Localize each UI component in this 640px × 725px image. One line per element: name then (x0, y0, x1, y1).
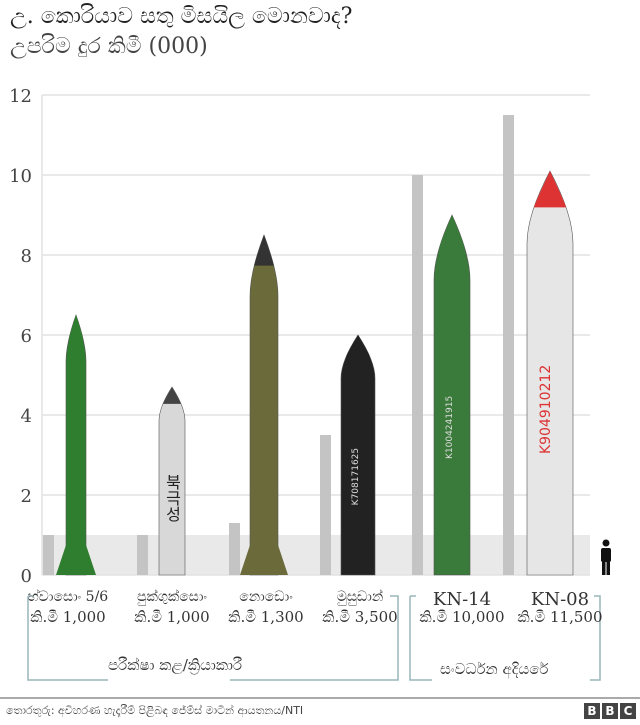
range-bar (137, 535, 148, 575)
range-label: කි.මී 1,300 (228, 608, 304, 626)
missile-illustration (240, 234, 288, 576)
range-bar (412, 175, 423, 575)
chart-title: උ. කොරියාව සතු මිසයිල මොනවාද? (10, 4, 353, 29)
missile-illustration (56, 314, 96, 576)
missile-illustration: 북극성 (158, 386, 186, 576)
range-bar (503, 115, 514, 575)
range-bar (43, 535, 54, 575)
range-label: කි.මී 3,500 (322, 608, 398, 626)
missile-body (340, 334, 376, 576)
person-torso (601, 548, 611, 562)
category-label: පුක්ගුක්සොං (137, 589, 207, 605)
group-bracket-tested (27, 595, 399, 681)
group-label-development: සංවර්ධන අදියරේ (440, 660, 549, 678)
divider (0, 697, 640, 699)
person-leg (606, 561, 610, 575)
missile-marking: 북극성 (163, 474, 182, 522)
missile-body (526, 170, 574, 576)
baseline-band (42, 535, 590, 575)
range-label: කි.මී 11,500 (517, 608, 603, 626)
category-label: මුසුඩාන් (336, 589, 384, 605)
category-label: KN-08 (530, 589, 590, 610)
missile-fins (240, 545, 288, 575)
category-label: KN-14 (432, 589, 492, 610)
category-label: හ්වාසොං 5/6 (27, 589, 109, 605)
missile-illustration: K904910212 (526, 170, 574, 576)
missile-marking: K708171625 (351, 448, 361, 505)
missile-body (158, 386, 186, 576)
missile-nose (346, 335, 370, 357)
missile-nose (162, 387, 182, 404)
missile-nose (533, 171, 567, 208)
missile-illustration: K708171625 (340, 334, 376, 576)
y-tick-label: 12 (9, 86, 32, 107)
missile-body (249, 234, 279, 576)
range-bar (320, 435, 331, 575)
y-tick-label: 4 (21, 406, 32, 427)
missile-nose (69, 315, 83, 339)
chart-plot: 0 2 4 6 8 10 12 북극성 K708171625 K1004241915 K904910… (9, 86, 611, 681)
missile-fins (56, 545, 96, 575)
range-label: කි.මී 1,000 (134, 608, 210, 626)
y-tick-label: 8 (21, 246, 32, 267)
missile-nose (254, 235, 274, 266)
chart-subtitle: උපරිම දුර කිමී (000) (10, 34, 208, 59)
group-bracket-development (409, 595, 601, 681)
category-label: නොඩොං (239, 589, 293, 605)
range-label: කි.මී 1,000 (30, 608, 106, 626)
person-head (602, 539, 610, 547)
missile-nose (439, 215, 465, 248)
range-bar (229, 523, 240, 575)
missile-body (433, 214, 471, 576)
missile-illustration: K1004241915 (433, 214, 471, 576)
group-label-tested: පරීක්ෂා කළ/ක්‍රියාකාරී (108, 656, 243, 674)
y-tick-label: 2 (21, 486, 32, 507)
y-tick-label: 6 (21, 326, 32, 347)
person-leg (602, 561, 606, 575)
y-tick-label: 0 (21, 566, 32, 587)
source-note: තොරතුරු: අවිහරණ හැදෑරීම් පිළිබඳ ජේම්ස් ම… (6, 704, 304, 717)
y-tick-label: 10 (9, 166, 32, 187)
range-label: කි.මී 10,000 (419, 608, 505, 626)
person-icon (601, 539, 611, 575)
missile-body (65, 314, 87, 576)
missile-marking: K1004241915 (445, 396, 455, 459)
missile-marking: K904910212 (538, 365, 554, 454)
